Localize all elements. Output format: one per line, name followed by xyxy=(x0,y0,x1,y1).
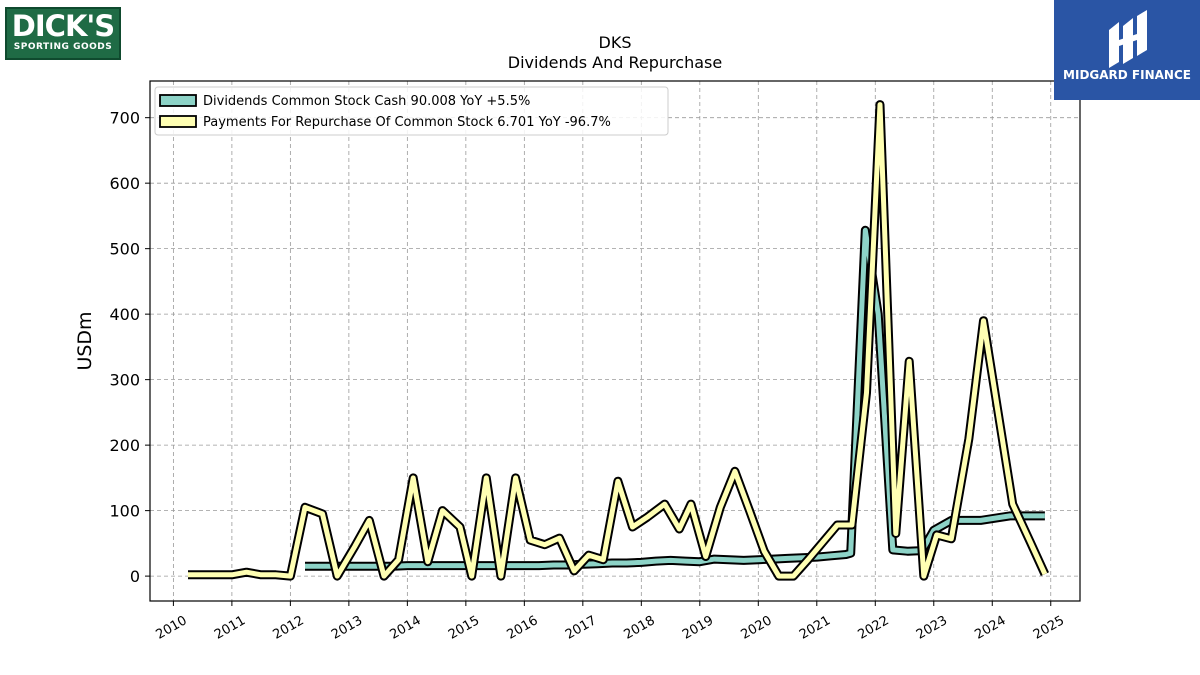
logo-left-line2: SPORTING GOODS xyxy=(13,42,113,52)
legend-swatch xyxy=(159,115,197,128)
x-axis: 2010 2011 2012 2013 2014 2015 2016 2017 2018 2019… xyxy=(154,601,1067,643)
y-tick-label: 0 xyxy=(130,567,140,586)
x-tick-label: 2022 xyxy=(855,613,891,643)
chart-subtitle: Dividends And Repurchase xyxy=(508,53,722,72)
x-tick-label: 2025 xyxy=(1031,613,1067,643)
y-tick-label: 100 xyxy=(109,502,140,521)
x-tick-label: 2014 xyxy=(388,613,424,643)
y-axis-label: USDm xyxy=(74,311,96,370)
y-tick-label: 600 xyxy=(109,174,140,193)
x-tick-label: 2010 xyxy=(154,613,190,643)
x-tick-label: 2020 xyxy=(738,613,774,643)
x-tick-label: 2017 xyxy=(563,613,599,643)
y-axis: 0 100 200 300 400 500 600 700 xyxy=(109,109,150,586)
x-tick-label: 2023 xyxy=(914,613,950,643)
legend-box xyxy=(154,86,669,136)
series-0-line xyxy=(305,227,1045,569)
series-1-line xyxy=(188,102,1048,579)
x-tick-label: 2018 xyxy=(621,613,657,643)
series-lines xyxy=(188,100,1049,581)
y-tick-label: 500 xyxy=(109,240,140,259)
y-tick-label: 700 xyxy=(109,109,140,128)
y-tick-label: 300 xyxy=(109,371,140,390)
x-tick-label: 2015 xyxy=(446,613,482,643)
logo-right-name: MIDGARD FINANCE xyxy=(1063,68,1191,82)
x-tick-label: 2016 xyxy=(505,613,541,643)
plot-frame xyxy=(149,80,1081,602)
x-tick-label: 2024 xyxy=(972,613,1008,643)
y-tick-label: 400 xyxy=(109,305,140,324)
x-tick-label: 2021 xyxy=(797,613,833,643)
x-tick-label: 2013 xyxy=(329,613,365,643)
x-tick-label: 2019 xyxy=(680,613,716,643)
logo-left-line1: DICK'S xyxy=(11,9,115,43)
x-tick-label: 2011 xyxy=(212,613,248,643)
midgard-finance-logo: MIDGARD FINANCE xyxy=(1054,0,1200,100)
dicks-sporting-goods-logo: DICK'S SPORTING GOODS xyxy=(5,7,121,60)
x-tick-label: 2012 xyxy=(271,613,307,643)
legend-swatch xyxy=(159,94,197,107)
legend-label: Dividends Common Stock Cash 90.008 YoY +… xyxy=(203,94,530,109)
chart-title: DKS xyxy=(599,33,632,52)
legend-label: Payments For Repurchase Of Common Stock … xyxy=(203,115,611,130)
legend: Dividends Common Stock Cash 90.008 YoY +… xyxy=(154,86,669,136)
series-1-outline xyxy=(188,100,1049,581)
midgard-mark-icon xyxy=(1109,10,1147,68)
y-tick-label: 200 xyxy=(109,436,140,455)
